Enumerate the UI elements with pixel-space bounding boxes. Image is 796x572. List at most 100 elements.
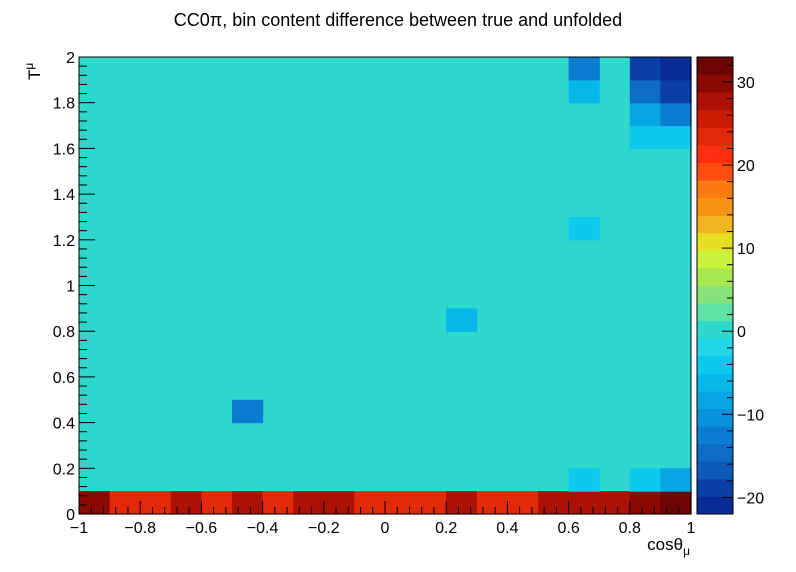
heatmap-cell bbox=[201, 491, 233, 515]
colorbar-swatch bbox=[697, 443, 733, 462]
colorbar-swatch bbox=[697, 162, 733, 181]
colorbar-tick-label: −10 bbox=[737, 407, 764, 424]
y-tick-label: 0.2 bbox=[53, 461, 75, 478]
colorbar-swatch bbox=[697, 338, 733, 357]
y-tick-label: 0.8 bbox=[53, 324, 75, 341]
colorbar-swatch bbox=[697, 127, 733, 146]
plot-area: −1 −0.8 −0.6 −0.4 −0.2 0 0.2 0.4 0.6 0.8 1 0 0.2 0.4… bbox=[53, 50, 696, 537]
colorbar-swatch bbox=[697, 478, 733, 497]
colorbar-tick-label: −20 bbox=[737, 490, 764, 507]
y-tick-label: 0.4 bbox=[53, 416, 75, 433]
x-axis-label-sub: μ bbox=[683, 544, 690, 558]
heatmap-cell bbox=[170, 491, 202, 515]
heatmap-cell bbox=[629, 491, 661, 515]
heatmap-cell bbox=[660, 491, 692, 515]
heatmap-cell bbox=[109, 491, 141, 515]
colorbar-swatch bbox=[697, 496, 733, 515]
heatmap-cell bbox=[507, 491, 539, 515]
heatmap-cell bbox=[660, 468, 692, 492]
x-tick-label: 0.4 bbox=[496, 520, 518, 537]
heatmap-cell bbox=[568, 491, 600, 515]
colorbar-frame bbox=[696, 56, 734, 515]
chart-title: CC0π, bin content difference between tru… bbox=[174, 10, 622, 30]
colorbar-tick-label: 0 bbox=[737, 324, 746, 341]
colorbar-swatch bbox=[697, 92, 733, 111]
x-tick-label: −0.6 bbox=[186, 520, 218, 537]
heatmap-cell bbox=[385, 491, 417, 515]
heatmap-cell bbox=[629, 79, 661, 104]
colorbar-swatch bbox=[697, 74, 733, 93]
plot-background bbox=[79, 57, 691, 514]
heatmap-cell bbox=[660, 79, 692, 104]
x-tick-label: −0.2 bbox=[308, 520, 340, 537]
heatmap-cell bbox=[660, 102, 692, 127]
heatmap-cell bbox=[629, 125, 661, 149]
heatmap-cell bbox=[568, 468, 600, 492]
y-tick-label: 0 bbox=[66, 507, 75, 524]
x-tick-label: 0.8 bbox=[619, 520, 641, 537]
x-axis: −1 −0.8 −0.6 −0.4 −0.2 0 0.2 0.4 0.6 0.8 1 bbox=[70, 501, 696, 537]
heatmap-cell bbox=[323, 491, 355, 515]
y-tick-label: 1.4 bbox=[53, 187, 75, 204]
x-tick-label: 0.6 bbox=[557, 520, 579, 537]
heatmap-cell bbox=[415, 491, 447, 515]
colorbar-tick-label: 30 bbox=[737, 75, 755, 92]
colorbar-swatch bbox=[697, 285, 733, 304]
colorbar-tick-label: 20 bbox=[737, 158, 755, 175]
colorbar-swatch bbox=[697, 232, 733, 251]
colorbar-swatch bbox=[697, 197, 733, 216]
heatmap-cell bbox=[599, 491, 631, 515]
x-axis-label-main: cosθ bbox=[647, 535, 683, 554]
heatmap-cell bbox=[660, 125, 692, 149]
x-tick-label: −0.8 bbox=[124, 520, 156, 537]
heatmap-cells bbox=[79, 57, 692, 515]
heatmap-cell bbox=[354, 491, 386, 515]
colorbar-swatch bbox=[697, 355, 733, 374]
colorbar-swatch bbox=[697, 215, 733, 234]
heatmap-cell bbox=[446, 308, 478, 332]
colorbar-swatch bbox=[697, 426, 733, 445]
heatmap-cell bbox=[476, 491, 508, 515]
x-tick-label: −0.4 bbox=[247, 520, 279, 537]
colorbar-swatch bbox=[697, 461, 733, 480]
y-tick-label: 2 bbox=[66, 50, 75, 67]
colorbar-swatch bbox=[697, 320, 733, 339]
colorbar-swatch bbox=[697, 390, 733, 410]
colorbar-tick-label: 10 bbox=[737, 241, 755, 258]
colorbar-swatch bbox=[697, 250, 733, 269]
heatmap-cell bbox=[629, 57, 661, 81]
y-tick-label: 1 bbox=[66, 279, 75, 296]
x-tick-label: −1 bbox=[70, 520, 88, 537]
x-axis-label: cosθμ bbox=[647, 535, 690, 558]
x-tick-label: 0.2 bbox=[435, 520, 457, 537]
y-tick-label: 0.6 bbox=[53, 370, 75, 387]
heatmap-cell bbox=[568, 216, 600, 241]
heatmap-cell bbox=[629, 102, 661, 127]
x-tick-label: 0 bbox=[381, 520, 390, 537]
colorbar-swatch bbox=[697, 303, 733, 322]
heatmap-cell bbox=[293, 491, 325, 515]
y-tick-label: 1.8 bbox=[53, 96, 75, 113]
heatmap-cell bbox=[262, 491, 294, 515]
colorbar-swatch bbox=[697, 373, 733, 392]
heatmap-cell bbox=[568, 57, 600, 81]
color-scale: −20 −10 0 10 20 30 bbox=[696, 56, 764, 515]
heatmap-cell bbox=[660, 57, 692, 81]
colorbar-swatch bbox=[697, 109, 733, 128]
colorbar-swatch bbox=[697, 180, 733, 199]
heatmap-cell bbox=[446, 491, 478, 515]
y-tick-label: 1.2 bbox=[53, 233, 75, 250]
y-axis-label-main: T bbox=[25, 70, 44, 80]
heatmap-cell bbox=[79, 491, 111, 515]
colorbar-swatch bbox=[697, 57, 733, 76]
heatmap-cell bbox=[629, 468, 661, 492]
heatmap-cell bbox=[568, 79, 600, 104]
y-tick-label: 1.6 bbox=[53, 141, 75, 158]
heatmap-cell bbox=[140, 491, 172, 515]
x-tick-label: 1 bbox=[687, 520, 696, 537]
y-axis-label-sub: μ bbox=[22, 63, 36, 70]
heatmap-cell bbox=[538, 491, 570, 515]
colorbar-swatch bbox=[697, 408, 733, 427]
heatmap-cell bbox=[232, 491, 264, 515]
